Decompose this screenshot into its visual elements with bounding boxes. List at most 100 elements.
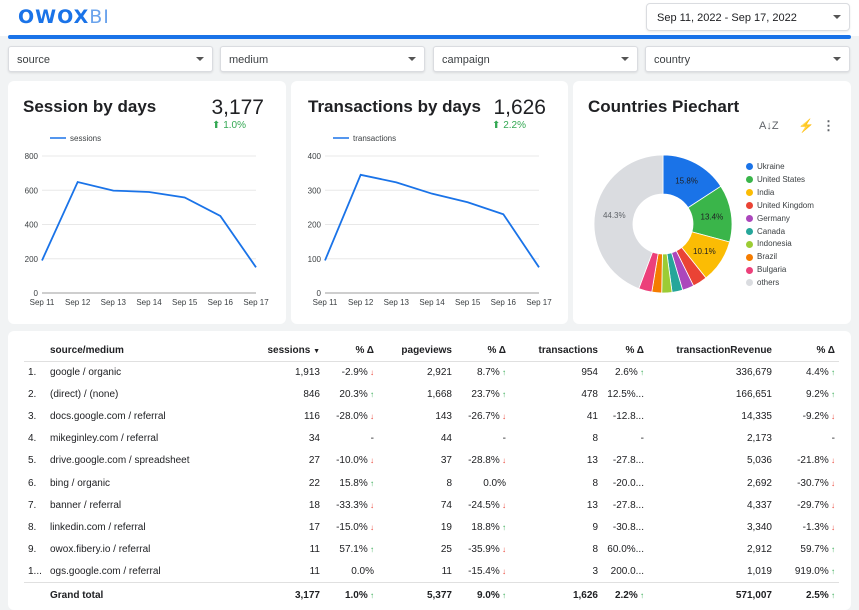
- col-sessions[interactable]: sessions ▼: [236, 341, 324, 361]
- x-tick-label: Sep 15: [455, 298, 481, 307]
- legend-item[interactable]: India: [746, 188, 774, 198]
- col-revenue-delta[interactable]: % Δ: [816, 345, 836, 357]
- x-tick-label: Sep 13: [384, 298, 410, 307]
- x-tick-label: Sep 12: [348, 298, 374, 307]
- col-source-medium[interactable]: source/medium: [50, 345, 124, 357]
- legend-item[interactable]: Canada: [746, 227, 785, 237]
- cell-revenue-delta: 9.2% ↑: [805, 388, 835, 400]
- lightning-icon[interactable]: ⚡: [798, 118, 815, 133]
- cell-sessions: 116: [304, 410, 320, 422]
- col-transactions-delta[interactable]: % Δ: [625, 345, 645, 357]
- cell-transactions: 8: [592, 433, 598, 445]
- cell-transactions-delta: 2.6% ↑: [614, 366, 644, 378]
- cell-pageviews-delta: -15.4% ↓: [468, 566, 506, 578]
- date-range-picker[interactable]: Sep 11, 2022 - Sep 17, 2022: [646, 3, 850, 31]
- arrow-up-icon: ↑: [499, 522, 506, 532]
- cell-pageviews-delta: 23.7% ↑: [471, 388, 506, 400]
- legend-dot: [746, 253, 753, 261]
- legend-item[interactable]: Bulgaria: [746, 265, 786, 275]
- legend-item[interactable]: United Kingdom: [746, 201, 814, 211]
- slice-label: 13.4%: [701, 212, 724, 221]
- cell-transactions-delta: 2.2% ↑: [602, 582, 648, 607]
- cell-sessions: 11: [309, 566, 320, 578]
- legend-label: Canada: [757, 226, 786, 236]
- legend-item[interactable]: United States: [746, 175, 805, 185]
- legend-dot: [746, 176, 753, 184]
- table-row[interactable]: 5. drive.google.com / spreadsheet 27 -10.0%…: [24, 450, 839, 472]
- cell-revenue: 5,036: [746, 455, 772, 467]
- cell-revenue: 336,679: [735, 366, 772, 378]
- arrow-up-icon: ↑: [499, 590, 506, 600]
- filter-campaign[interactable]: campaign: [433, 46, 638, 72]
- x-tick-label: Sep 16: [208, 298, 234, 307]
- arrow-down-icon: ↓: [828, 500, 835, 510]
- table-row[interactable]: 4. mikeginley.com / referral 34 - 44 - 8 - 2,173…: [24, 428, 839, 450]
- col-transactions[interactable]: transactions: [538, 345, 598, 357]
- legend-label: United States: [757, 174, 806, 184]
- cell-sessions-delta: -10.0% ↓: [336, 455, 374, 467]
- cell-pageviews: 8: [446, 477, 452, 489]
- kpi-delta-value: 1.0%: [223, 120, 246, 131]
- sort-az-icon[interactable]: A↓Z: [759, 120, 779, 132]
- table-row[interactable]: 3. docs.google.com / referral 116 -28.0% ↓ 1…: [24, 405, 839, 427]
- owox-logo[interactable]: OWOXBI: [18, 6, 110, 28]
- cell-pageviews: 25: [440, 544, 452, 556]
- cell-sessions: 11: [309, 544, 320, 556]
- accent-bar: [8, 35, 851, 39]
- cell-revenue: 2,912: [746, 544, 772, 556]
- table-row[interactable]: 1... ogs.google.com / referral 11 0.0% 11 -15…: [24, 561, 839, 583]
- table-row[interactable]: 2. (direct) / (none) 846 20.3% ↑ 1,668 23.7% …: [24, 383, 839, 405]
- cell-pageviews-delta: 8.7% ↑: [476, 366, 506, 378]
- cell-transactions-delta: 200.0...: [610, 566, 644, 578]
- col-transaction-revenue[interactable]: transactionRevenue: [676, 345, 772, 357]
- legend-item[interactable]: Ukraine: [746, 162, 785, 172]
- row-index: 9.: [28, 544, 37, 556]
- col-pageviews[interactable]: pageviews: [401, 345, 452, 357]
- cell-sessions-delta: 15.8% ↑: [339, 477, 374, 489]
- legend-item[interactable]: Germany: [746, 214, 790, 224]
- cell-source-medium: linkedin.com / referral: [50, 521, 146, 533]
- cell-pageviews: 44: [440, 433, 452, 445]
- table-row[interactable]: 9. owox.fibery.io / referral 11 57.1% ↑ 25 -3…: [24, 539, 839, 561]
- slice-label: 15.8%: [675, 176, 698, 185]
- cell-transactions-delta: -27.8...: [612, 455, 644, 467]
- arrow-up-icon: ↑: [637, 367, 644, 377]
- filter-medium[interactable]: medium: [220, 46, 425, 72]
- legend-item[interactable]: others: [746, 278, 779, 288]
- filter-label: country: [654, 54, 691, 66]
- legend-item[interactable]: Brazil: [746, 252, 777, 262]
- col-pageviews-delta[interactable]: % Δ: [487, 345, 507, 357]
- legend-item[interactable]: Indonesia: [746, 239, 792, 249]
- table-header-row: source/medium sessions ▼ % Δ pageviews %…: [24, 341, 839, 361]
- table-row[interactable]: 1. google / organic 1,913 -2.9% ↓ 2,921 8.7% …: [24, 361, 839, 383]
- table-row[interactable]: 7. banner / referral 18 -33.3% ↓ 74 -24.5% ↓ 1…: [24, 494, 839, 516]
- table-row[interactable]: 6. bing / organic 22 15.8% ↑ 8 0.0% 8 -20.0... 2…: [24, 472, 839, 494]
- kpi-delta: ⬆ 1.0%: [212, 120, 246, 131]
- y-tick-label: 600: [25, 186, 39, 195]
- cell-pageviews-delta: -: [502, 433, 506, 445]
- pie-slice[interactable]: [593, 154, 664, 290]
- cell-sessions-delta: 1.0% ↑: [324, 582, 378, 607]
- table-row[interactable]: 8. linkedin.com / referral 17 -15.0% ↓ 19 18.…: [24, 516, 839, 538]
- cell-source-medium: ogs.google.com / referral: [50, 566, 161, 578]
- arrow-down-icon: ↓: [828, 478, 835, 488]
- cell-revenue: 14,335: [741, 410, 772, 422]
- cell-pageviews-delta: 0.0%: [483, 477, 506, 489]
- series-line: [324, 173, 540, 268]
- filter-country[interactable]: country: [645, 46, 850, 72]
- col-sessions-delta[interactable]: % Δ: [355, 345, 375, 357]
- row-index: 3.: [28, 410, 37, 422]
- cell-pageviews: 2,921: [426, 366, 452, 378]
- cell-revenue: 2,173: [746, 433, 772, 445]
- legend-dot: [746, 227, 753, 235]
- cell-transactions-delta: -: [640, 433, 644, 445]
- filter-source[interactable]: source: [8, 46, 213, 72]
- cell-transactions-delta: -20.0...: [612, 477, 644, 489]
- filter-label: source: [17, 54, 51, 66]
- chevron-down-icon: [833, 57, 841, 61]
- filter-label: medium: [229, 54, 269, 66]
- cell-transactions: 13: [586, 455, 598, 467]
- cell-sessions: 34: [308, 433, 320, 445]
- more-vert-icon[interactable]: ⋮: [822, 118, 835, 133]
- cell-sessions-delta: -28.0% ↓: [336, 410, 374, 422]
